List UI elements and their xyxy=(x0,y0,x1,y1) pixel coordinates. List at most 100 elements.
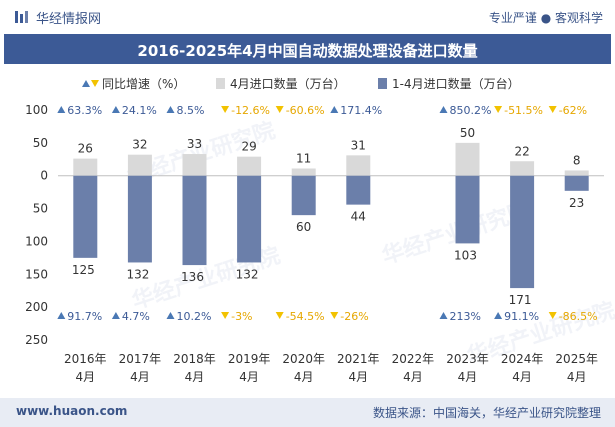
growth-rate-label: -12.6% xyxy=(231,104,270,117)
ytd-growth-rate-label: 4.7% xyxy=(122,310,150,323)
x-tick-label-year: 2019年 xyxy=(228,352,271,366)
growth-up-triangle-icon xyxy=(57,106,66,113)
x-tick-label-year: 2025年 xyxy=(555,352,598,366)
cumulative-value-label: 132 xyxy=(126,267,149,281)
x-tick-label-month: 4月 xyxy=(130,370,150,384)
chart: 华经产业研究院华经产业研究院华经产业研究院华经产业研究院同比增速（%）4月进口数… xyxy=(25,76,615,384)
legend-swatch-cumulative xyxy=(378,78,387,89)
cumulative-bar xyxy=(73,175,98,258)
april-value-label: 11 xyxy=(296,151,311,165)
april-bar xyxy=(182,154,207,176)
cumulative-value-label: 132 xyxy=(236,267,259,281)
growth-rate-label: 8.5% xyxy=(177,104,205,117)
x-tick-label-year: 2024年 xyxy=(501,352,544,366)
growth-rate-label: 850.2% xyxy=(450,104,492,117)
y-tick-label: 0 xyxy=(40,169,48,183)
growth-rate-label: -51.5% xyxy=(504,104,543,117)
legend-up-triangle-icon xyxy=(82,80,90,87)
top-bar: 华经情报网 专业严谨 ● 客观科学 xyxy=(0,0,615,34)
x-tick-label-month: 4月 xyxy=(75,370,95,384)
y-tick-label: 150 xyxy=(25,267,48,281)
april-bar xyxy=(346,155,371,176)
ytd-growth-rate-label: -54.5% xyxy=(286,310,325,323)
cumulative-bar xyxy=(564,175,589,191)
ytd-growth-up-triangle-icon xyxy=(57,312,66,319)
growth-down-triangle-icon xyxy=(275,106,284,113)
growth-rate-label: -62% xyxy=(559,104,587,117)
y-tick-label: 50 xyxy=(33,202,48,216)
ytd-growth-down-triangle-icon xyxy=(275,312,284,319)
april-value-label: 8 xyxy=(573,153,581,167)
huaon-logo-icon xyxy=(15,11,28,23)
legend-label-growth: 同比增速（%） xyxy=(102,77,185,91)
april-bar xyxy=(73,158,98,176)
ytd-growth-rate-label: 213% xyxy=(450,310,481,323)
cumulative-bar xyxy=(291,175,316,216)
ytd-growth-rate-label: -26% xyxy=(340,310,368,323)
april-value-label: 26 xyxy=(78,142,93,156)
cumulative-bar xyxy=(455,175,480,244)
chart-title-bar: 2016-2025年4月中国自动数据处理设备进口数量 xyxy=(4,34,611,64)
april-bar xyxy=(564,170,589,176)
april-bar xyxy=(510,161,535,176)
footer: www.huaon.com 数据来源：中国海关，华经产业研究院整理 xyxy=(0,398,615,427)
cumulative-bar xyxy=(346,175,371,205)
x-tick-label-year: 2021年 xyxy=(337,352,380,366)
cumulative-bar xyxy=(510,175,535,289)
x-tick-label-month: 4月 xyxy=(567,370,587,384)
ytd-growth-up-triangle-icon xyxy=(166,312,175,319)
x-tick-label-year: 2018年 xyxy=(173,352,216,366)
legend-swatch-april xyxy=(216,78,225,89)
april-value-label: 29 xyxy=(241,140,256,154)
y-tick-label: 200 xyxy=(25,300,48,314)
april-value-label: 33 xyxy=(187,137,202,151)
growth-up-triangle-icon xyxy=(166,106,175,113)
ytd-growth-rate-label: -86.5% xyxy=(559,310,598,323)
april-bar xyxy=(455,142,480,176)
y-tick-label: 50 xyxy=(33,136,48,150)
growth-rate-label: -60.6% xyxy=(286,104,325,117)
april-value-label: 32 xyxy=(132,138,147,152)
april-bar xyxy=(237,156,262,176)
y-tick-label: 100 xyxy=(25,103,48,117)
ytd-growth-up-triangle-icon xyxy=(439,312,448,319)
ytd-growth-rate-label: 91.1% xyxy=(504,310,539,323)
x-tick-label-month: 4月 xyxy=(294,370,314,384)
x-tick-label-month: 4月 xyxy=(239,370,259,384)
legend-label-april: 4月进口数量（万台） xyxy=(230,76,346,91)
ytd-growth-down-triangle-icon xyxy=(548,312,557,319)
x-tick-label-year: 2017年 xyxy=(119,352,162,366)
growth-rate-label: 171.4% xyxy=(340,104,382,117)
legend-down-triangle-icon xyxy=(91,80,99,87)
ytd-growth-rate-label: -3% xyxy=(231,310,252,323)
cumulative-bar xyxy=(237,175,262,263)
cumulative-value-label: 60 xyxy=(296,220,311,234)
cumulative-value-label: 125 xyxy=(72,263,95,277)
cumulative-value-label: 23 xyxy=(569,196,584,210)
y-tick-label: 250 xyxy=(25,333,48,347)
april-value-label: 22 xyxy=(514,144,529,158)
ytd-growth-rate-label: 91.7% xyxy=(67,310,102,323)
april-bar xyxy=(127,154,152,176)
growth-rate-label: 63.3% xyxy=(67,104,102,117)
ytd-growth-up-triangle-icon xyxy=(111,312,120,319)
data-source: 数据来源：中国海关，华经产业研究院整理 xyxy=(372,406,601,420)
cumulative-value-label: 44 xyxy=(351,210,366,224)
x-tick-label-month: 4月 xyxy=(403,370,423,384)
x-tick-label-month: 4月 xyxy=(348,370,368,384)
x-tick-label-year: 2023年 xyxy=(446,352,489,366)
ytd-growth-down-triangle-icon xyxy=(330,312,339,319)
growth-down-triangle-icon xyxy=(221,106,230,113)
cumulative-bar xyxy=(127,175,152,263)
x-tick-label-year: 2022年 xyxy=(392,352,435,366)
growth-rate-label: 24.1% xyxy=(122,104,157,117)
april-bar xyxy=(291,168,316,176)
growth-up-triangle-icon xyxy=(330,106,339,113)
footer-url: www.huaon.com xyxy=(16,404,128,418)
site-name: 华经情报网 xyxy=(36,12,102,27)
april-value-label: 50 xyxy=(460,126,475,140)
x-tick-label-year: 2016年 xyxy=(64,352,107,366)
x-tick-label-month: 4月 xyxy=(458,370,478,384)
x-tick-label-month: 4月 xyxy=(185,370,205,384)
